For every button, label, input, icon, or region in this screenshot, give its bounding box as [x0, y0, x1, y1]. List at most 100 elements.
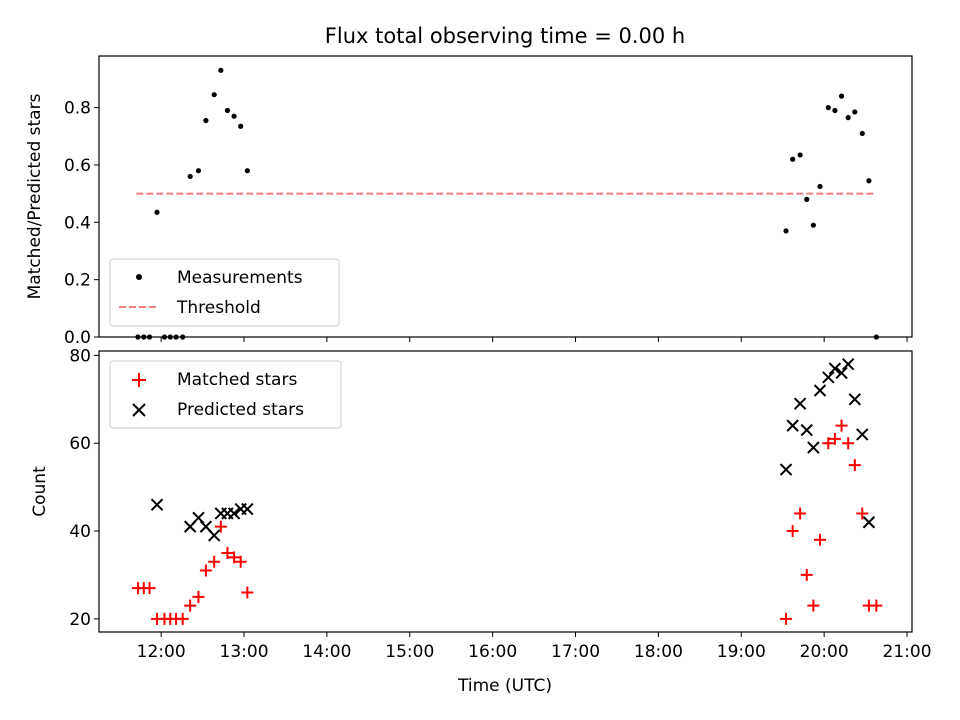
x-tick-label: 15:00 — [385, 642, 434, 662]
legend-matched-label: Matched stars — [177, 370, 297, 390]
predicted-star-point — [807, 441, 820, 454]
predicted-star-point — [813, 384, 827, 397]
x-tick-label: 20:00 — [800, 642, 849, 662]
measurement-point — [244, 168, 250, 174]
measurement-point — [161, 334, 168, 340]
measurement-point — [817, 183, 823, 190]
predicted-star-point — [207, 529, 221, 542]
top-legend: Measurements Threshold — [109, 258, 340, 327]
predicted-star-point — [862, 516, 876, 529]
legend-threshold-label: Threshold — [176, 298, 261, 318]
measurement-point — [231, 113, 237, 119]
bottom-y-ticks: 20 40 60 80 — [69, 346, 99, 630]
matched-star-point — [842, 437, 855, 450]
x-tick-label: 13:00 — [220, 642, 269, 662]
measurement-point — [783, 228, 789, 234]
top-x-ticks — [160, 337, 908, 342]
matched-star-point — [786, 525, 799, 538]
measurement-point — [146, 334, 153, 340]
measurement-point — [211, 92, 217, 98]
top-legend-box — [109, 258, 340, 327]
predicted-star-point — [822, 371, 835, 384]
top-y-ticks: 0.0 0.2 0.4 0.6 0.8 — [64, 99, 99, 348]
predicted-star-point — [828, 362, 842, 375]
measurement-point — [866, 178, 872, 184]
matched-star-point — [835, 419, 848, 432]
measurement-point — [804, 196, 810, 202]
y-tick-label: 0.2 — [64, 271, 91, 291]
y-tick-label: 0.6 — [64, 156, 91, 176]
y-tick-label: 0.8 — [64, 99, 91, 119]
y-tick-label: 20 — [69, 610, 91, 630]
measurement-point — [852, 109, 858, 115]
predicted-star-point — [856, 428, 869, 441]
bottom-y-axis-label: Count — [30, 466, 50, 517]
matched-star-point — [208, 555, 221, 568]
matched-star-point — [800, 568, 813, 581]
matched-stars-series — [131, 419, 883, 625]
x-tick-label: 14:00 — [302, 642, 351, 662]
x-tick-label: 16:00 — [468, 642, 517, 662]
matched-star-point — [241, 586, 254, 599]
bottom-panel: Count 20 40 60 80 12:00 13:00 14:00 15:00 16:00… — [30, 346, 932, 696]
predicted-star-point — [150, 498, 164, 511]
x-tick-label: 21:00 — [883, 642, 932, 662]
legend-measurements-label: Measurements — [177, 268, 303, 288]
legend-matched-marker — [132, 373, 146, 387]
predicted-star-point — [848, 393, 862, 406]
x-tick-label: 18:00 — [634, 642, 683, 662]
predicted-star-point — [227, 507, 241, 520]
measurement-point — [859, 130, 865, 137]
measurement-point — [180, 334, 186, 340]
measurements-series — [135, 67, 879, 340]
measurement-point — [224, 107, 231, 114]
predicted-star-point — [793, 397, 807, 410]
matched-star-point — [234, 555, 247, 568]
bottom-legend: Matched stars Predicted stars — [109, 360, 342, 429]
matched-star-point — [221, 546, 234, 559]
matched-star-point — [807, 599, 820, 612]
measurement-point — [203, 117, 209, 124]
y-tick-label: 80 — [69, 346, 91, 366]
legend-measurements-marker — [136, 274, 142, 280]
matched-star-point — [780, 612, 793, 625]
matched-star-point — [176, 612, 189, 625]
matched-star-point — [184, 599, 197, 612]
matched-star-point — [794, 507, 807, 520]
legend-predicted-marker — [132, 403, 146, 417]
matched-star-point — [214, 520, 227, 533]
matched-star-point — [822, 437, 835, 450]
matched-star-point — [814, 533, 827, 546]
legend-predicted-label: Predicted stars — [177, 400, 304, 420]
measurement-point — [154, 209, 160, 215]
measurement-point — [825, 105, 831, 111]
measurement-point — [167, 334, 173, 340]
predicted-star-point — [835, 366, 848, 380]
measurement-point — [187, 173, 193, 180]
measurement-point — [838, 93, 845, 99]
predicted-star-point — [841, 357, 855, 371]
predicted-star-point — [779, 463, 793, 476]
predicted-star-point — [786, 419, 799, 432]
measurement-point — [797, 152, 803, 158]
measurement-point — [141, 334, 147, 340]
predicted-stars-series — [150, 357, 876, 542]
matched-star-point — [870, 599, 883, 612]
matched-star-point — [848, 459, 861, 472]
measurement-point — [873, 334, 879, 340]
matched-star-point — [192, 590, 205, 603]
bottom-x-ticks: 12:00 13:00 14:00 15:00 16:00 17:00 18:00 19:00… — [137, 632, 932, 662]
measurement-point — [238, 123, 244, 129]
matched-star-point — [143, 582, 156, 595]
measurement-point — [845, 115, 851, 121]
predicted-star-point — [241, 502, 254, 516]
measurement-point — [832, 107, 838, 114]
top-panel: Matched/Predicted stars 0.00.20.40.60.8 … — [25, 55, 913, 348]
measurement-point — [218, 67, 224, 73]
top-y-axis-label: Matched/Predicted stars — [25, 93, 45, 299]
chart-title: Flux total observing time = 0.00 h — [325, 24, 685, 48]
y-tick-label: 0.0 — [64, 328, 91, 348]
bottom-legend-box — [109, 360, 342, 429]
predicted-star-point — [800, 423, 813, 437]
